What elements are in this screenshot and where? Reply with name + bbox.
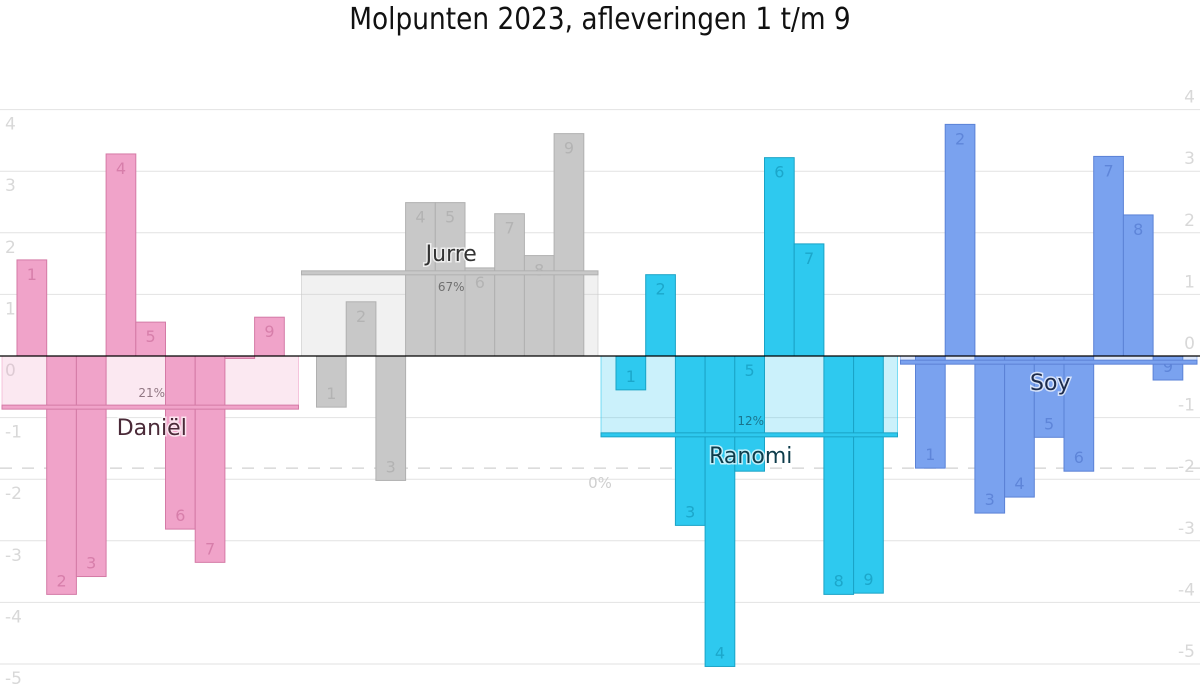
bar-daniël-9 <box>254 316 285 357</box>
bar-label: 3 <box>386 457 396 476</box>
bar-ranomi-6 <box>764 157 795 357</box>
bar-label: 9 <box>264 322 274 341</box>
y-tick-label-right: 3 <box>1184 149 1195 169</box>
series-name-jurre: Jurre <box>424 242 477 267</box>
bar-daniël-3 <box>75 355 107 578</box>
y-tick-label-left: 4 <box>5 115 16 135</box>
mean-line-ranomi <box>600 432 898 438</box>
bar-ranomi-4 <box>704 355 736 667</box>
y-tick-label-left: 1 <box>5 299 16 319</box>
bar-soy-1 <box>915 355 946 469</box>
bar-label: 7 <box>504 219 514 238</box>
bar-label: 6 <box>774 163 784 182</box>
bar-label: 4 <box>715 643 725 662</box>
percentage-label: 21% <box>138 386 165 400</box>
bar-label: 8 <box>1133 220 1143 239</box>
bar-label: 4 <box>1014 474 1024 493</box>
bar-soy-8 <box>1122 214 1154 357</box>
bar-jurre-1 <box>316 355 347 408</box>
bar-label: 3 <box>985 490 995 509</box>
bar-label: 9 <box>863 570 873 589</box>
y-tick-label-left: 0 <box>5 361 16 381</box>
bar-label: 8 <box>834 571 844 590</box>
bar-label: 2 <box>655 280 665 299</box>
bar-jurre-7 <box>494 213 525 357</box>
y-tick-label-left: 2 <box>5 238 16 258</box>
y-tick-label-left: -4 <box>5 607 22 627</box>
bar-label: 2 <box>56 571 66 590</box>
bar-label: 3 <box>86 554 96 573</box>
bar-ranomi-8 <box>823 355 855 595</box>
y-tick-label-left: -2 <box>5 484 22 504</box>
bar-label: 2 <box>955 129 965 148</box>
bar-soy-4 <box>1004 355 1035 498</box>
y-tick-label-left: -1 <box>5 423 22 443</box>
bar-soy-7 <box>1093 155 1124 357</box>
bar-ranomi-7 <box>793 243 825 357</box>
bar-label: 5 <box>146 327 156 346</box>
y-tick-label-right: -4 <box>1178 580 1195 600</box>
bar-label: 5 <box>1044 414 1054 433</box>
bar-label: 1 <box>626 367 636 386</box>
bar-label: 7 <box>1103 161 1113 180</box>
y-tick-label-right: -5 <box>1178 642 1195 662</box>
bar-daniël-6 <box>165 355 196 530</box>
y-tick-label-right: -1 <box>1178 396 1195 416</box>
series-name-soy: Soy <box>1030 371 1070 396</box>
bar-ranomi-9 <box>853 355 884 594</box>
bar-soy-6 <box>1063 355 1095 472</box>
chart-title: Molpunten 2023, afleveringen 1 t/m 9 <box>349 2 851 37</box>
bar-label: 2 <box>356 307 366 326</box>
bar-label: 7 <box>804 249 814 268</box>
bar-label: 9 <box>564 139 574 158</box>
y-tick-label-right: -2 <box>1178 457 1195 477</box>
mean-line-daniël <box>1 404 299 410</box>
threshold-label: 0% <box>588 474 612 492</box>
y-tick-label-right: 0 <box>1184 334 1195 354</box>
bar-label: 6 <box>475 273 485 292</box>
bar-label: 1 <box>326 384 336 403</box>
bar-label: 7 <box>205 539 215 558</box>
bar-label: 6 <box>175 506 185 525</box>
percentage-label: 67% <box>438 280 465 294</box>
bar-label: 1 <box>925 445 935 464</box>
series-name-daniël: Daniël <box>117 416 187 441</box>
bar-label: 9 <box>1163 357 1173 376</box>
bar-jurre-4 <box>405 202 436 357</box>
y-tick-label-right: 4 <box>1184 88 1195 108</box>
bar-label: 3 <box>685 502 695 521</box>
bar-ranomi-5 <box>734 355 765 472</box>
y-tick-label-right: -3 <box>1178 519 1195 539</box>
bar-daniël-2 <box>46 355 77 595</box>
y-tick-label-left: -5 <box>5 669 22 689</box>
bar-daniël-7 <box>194 355 226 563</box>
bar-label: 8 <box>534 261 544 280</box>
percentage-label: 12% <box>737 414 764 428</box>
bar-label: 5 <box>445 208 455 227</box>
bar-soy-2 <box>944 123 976 357</box>
bar-label: 5 <box>745 361 755 380</box>
series-name-ranomi: Ranomi <box>709 444 792 469</box>
y-tick-label-right: 2 <box>1184 211 1195 231</box>
bar-label: 4 <box>116 159 126 178</box>
bar-daniël-4 <box>105 153 137 357</box>
bar-jurre-3 <box>375 355 407 481</box>
bar-ranomi-3 <box>674 355 706 526</box>
mean-line-jurre <box>301 270 599 276</box>
y-tick-label-right: 1 <box>1184 272 1195 292</box>
bar-label: 1 <box>27 265 37 284</box>
y-tick-label-left: -3 <box>5 546 22 566</box>
bar-ranomi-1 <box>615 355 647 391</box>
bar-jurre-6 <box>464 267 496 357</box>
bar-label: 6 <box>1074 448 1084 467</box>
mean-line-soy <box>900 359 1198 365</box>
bar-soy-5 <box>1033 355 1065 438</box>
bar-label: 4 <box>415 208 425 227</box>
y-tick-label-left: 3 <box>5 176 16 196</box>
bar-jurre-9 <box>553 133 585 357</box>
